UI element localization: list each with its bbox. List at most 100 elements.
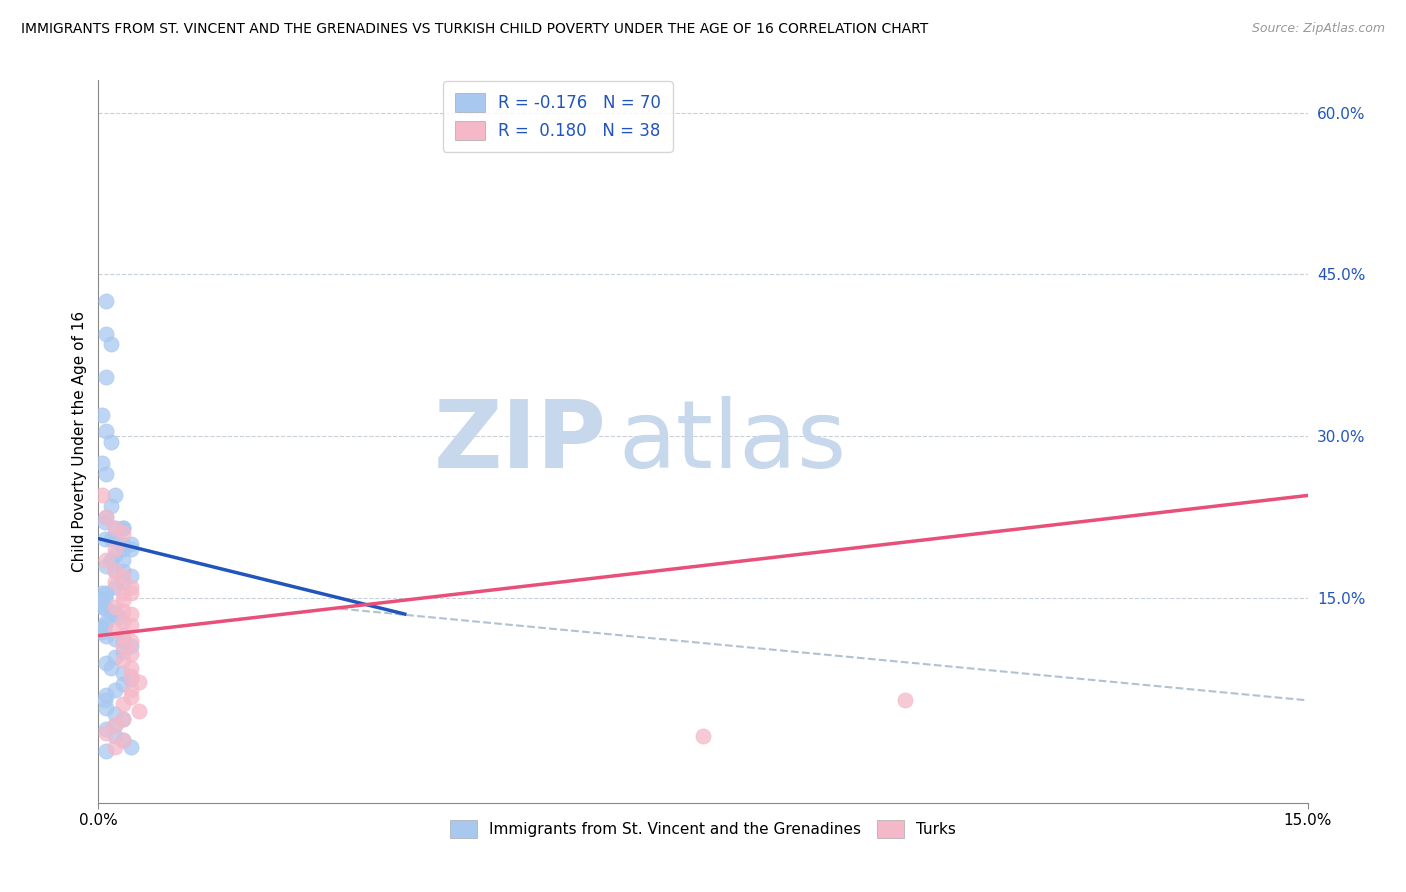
Point (111, 593, 134, 607)
Point (94, 618, 117, 632)
Point (100, 500, 122, 514)
Point (103, 564, 125, 578)
Point (96, 723, 118, 737)
Point (96, 510, 118, 524)
Point (103, 739, 125, 754)
Point (120, 668, 142, 682)
Point (100, 337, 122, 351)
Point (120, 739, 142, 754)
Point (96, 615, 118, 629)
Point (103, 599, 125, 614)
Point (100, 532, 122, 546)
Point (96, 725, 118, 739)
Point (94, 693, 117, 707)
Point (96, 510, 118, 524)
Point (120, 542, 142, 557)
Y-axis label: Child Poverty Under the Age of 16: Child Poverty Under the Age of 16 (72, 311, 87, 572)
Point (111, 564, 134, 578)
Point (91, 585, 114, 599)
Point (107, 610, 129, 624)
Point (103, 548, 125, 562)
Point (111, 712, 134, 726)
Point (111, 526, 134, 541)
Point (96, 326, 118, 341)
Point (96, 701, 118, 715)
Point (111, 553, 134, 567)
Point (91, 593, 114, 607)
Point (120, 672, 142, 686)
Point (111, 521, 134, 535)
Point (103, 521, 125, 535)
Text: Source: ZipAtlas.com: Source: ZipAtlas.com (1251, 22, 1385, 36)
Point (96, 369, 118, 384)
Point (103, 532, 125, 546)
Point (96, 558, 118, 573)
Point (96, 744, 118, 758)
Point (111, 569, 134, 583)
Point (120, 661, 142, 675)
Point (100, 661, 122, 675)
Point (111, 666, 134, 681)
Point (103, 580, 125, 594)
Point (111, 629, 134, 643)
Point (103, 682, 125, 697)
Point (111, 585, 134, 599)
Point (111, 640, 134, 654)
Point (103, 521, 125, 535)
Point (103, 707, 125, 722)
Point (692, 729, 714, 743)
Point (103, 607, 125, 621)
Point (120, 537, 142, 551)
Point (128, 704, 150, 718)
Point (96, 553, 118, 567)
Point (100, 434, 122, 449)
Point (111, 634, 134, 648)
Point (90, 596, 112, 610)
Point (103, 488, 125, 502)
Point (111, 542, 134, 557)
Point (128, 675, 150, 690)
Point (103, 542, 125, 557)
Point (120, 690, 142, 705)
Point (94, 516, 117, 530)
Point (103, 650, 125, 665)
Point (103, 718, 125, 732)
Point (111, 712, 134, 726)
Point (111, 521, 134, 535)
Point (103, 574, 125, 589)
Text: ZIP: ZIP (433, 395, 606, 488)
Point (120, 580, 142, 594)
Point (96, 585, 118, 599)
Point (100, 553, 122, 567)
Point (120, 569, 142, 583)
Point (90, 624, 112, 638)
Point (893, 693, 915, 707)
Point (103, 729, 125, 743)
Point (120, 682, 142, 697)
Text: atlas: atlas (619, 395, 846, 488)
Point (111, 645, 134, 659)
Point (120, 618, 142, 632)
Point (111, 677, 134, 691)
Point (100, 604, 122, 618)
Point (91, 408, 114, 422)
Point (120, 607, 142, 621)
Point (120, 634, 142, 648)
Point (120, 585, 142, 599)
Point (120, 640, 142, 654)
Text: IMMIGRANTS FROM ST. VINCENT AND THE GRENADINES VS TURKISH CHILD POVERTY UNDER TH: IMMIGRANTS FROM ST. VINCENT AND THE GREN… (21, 22, 928, 37)
Point (103, 564, 125, 578)
Point (96, 656, 118, 670)
Point (111, 653, 134, 667)
Point (96, 601, 118, 615)
Point (96, 688, 118, 702)
Point (103, 718, 125, 732)
Point (91, 599, 114, 614)
Point (111, 697, 134, 711)
Point (111, 537, 134, 551)
Point (111, 733, 134, 747)
Point (111, 574, 134, 589)
Point (111, 604, 134, 618)
Legend: Immigrants from St. Vincent and the Grenadines, Turks: Immigrants from St. Vincent and the Gren… (441, 813, 965, 846)
Point (111, 733, 134, 747)
